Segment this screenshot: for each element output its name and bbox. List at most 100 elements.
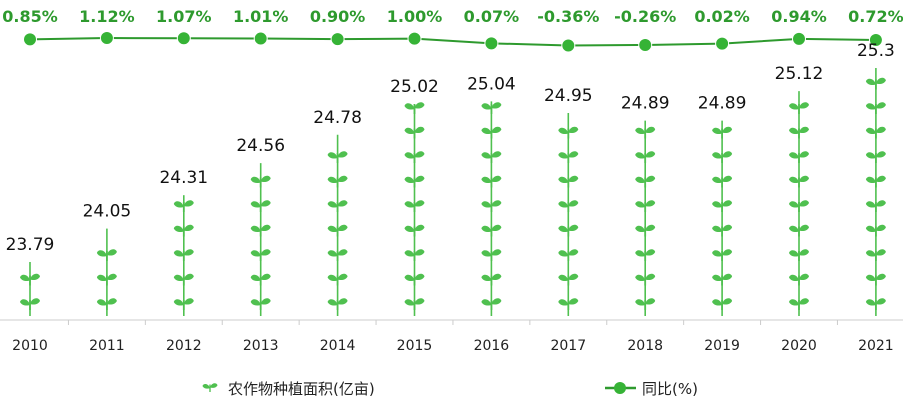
sprout-icon (326, 223, 349, 238)
sprout-icon (557, 125, 580, 140)
sprout-icon (634, 174, 657, 189)
sprout-icon (865, 199, 887, 213)
x-tick-label: 2011 (89, 338, 125, 354)
sprout-icon (403, 174, 426, 189)
sprout-icon (403, 297, 426, 311)
yoy-point (868, 33, 883, 48)
sprout-icon (480, 199, 503, 213)
sprout-icon (172, 223, 195, 238)
legend-label-area: 农作物种植面积(亿亩) (228, 380, 375, 398)
sprout-icon (711, 199, 733, 213)
yoy-point (99, 31, 114, 45)
bar-2012 (172, 195, 195, 316)
x-tick-label: 2015 (397, 338, 433, 354)
sprout-icon (249, 248, 272, 262)
yoy-value-label: 0.90% (310, 7, 366, 26)
sprout-icon (711, 174, 733, 189)
sprout-icon (865, 125, 887, 140)
sprout-icon (403, 199, 426, 213)
sprout-icon (865, 223, 887, 238)
bar-2014 (326, 134, 349, 316)
legend: 农作物种植面积(亿亩) 同比(%) (201, 380, 698, 398)
yoy-point (484, 36, 499, 51)
sprout-icon (480, 150, 503, 164)
sprout-icon (326, 150, 349, 164)
sprout-icon (788, 248, 810, 262)
yoy-value-label: 0.85% (2, 7, 58, 26)
sprout-icon (788, 272, 810, 287)
x-tick-label: 2021 (858, 338, 894, 354)
sprout-icon (634, 150, 657, 164)
sprout-icon (711, 248, 733, 262)
sprout-icon (480, 297, 503, 311)
x-tick-label: 2013 (243, 338, 279, 354)
legend-marker-icon (614, 382, 626, 394)
sprout-icon (634, 125, 657, 140)
yoy-value-label: 1.00% (387, 7, 443, 26)
sprout-icon (480, 248, 503, 262)
bar-value-label: 23.79 (6, 235, 55, 255)
legend-label-yoy: 同比(%) (642, 380, 698, 398)
bar-value-label: 24.31 (159, 168, 208, 188)
yoy-point (792, 31, 806, 46)
sprout-icon (96, 248, 118, 262)
bar-2017 (557, 112, 580, 316)
yoy-value-label: 1.07% (156, 7, 212, 26)
yoy-point (23, 32, 37, 47)
sprout-icon (711, 223, 733, 238)
bar-2020 (788, 91, 810, 316)
sprout-icon (557, 272, 580, 287)
x-tick-label: 2017 (550, 338, 586, 354)
sprout-icon (403, 272, 426, 287)
sprout-icon (172, 297, 195, 311)
sprout-icon (557, 174, 580, 189)
legend-item-area: 农作物种植面积(亿亩) (201, 380, 375, 398)
yoy-point (330, 32, 345, 47)
x-axis: 2010 2011 2012 2013 2014 2015 2016 2017 2018 2019… (0, 319, 903, 354)
bar-value-label: 24.05 (83, 202, 132, 222)
bar-2019 (711, 120, 733, 316)
yoy-value-label: 1.12% (79, 7, 135, 26)
line-layer (23, 31, 883, 53)
sprout-icon (326, 248, 349, 262)
sprout-icon (865, 150, 887, 164)
sprout-icon (201, 382, 219, 393)
sprout-icon (403, 101, 426, 115)
sprout-icon (403, 248, 426, 262)
bar-value-label: 24.89 (698, 94, 747, 114)
sprout-icon (634, 223, 657, 238)
yoy-point (561, 38, 576, 53)
sprout-icon (403, 125, 426, 140)
yoy-value-label: 1.01% (233, 7, 289, 26)
bar-2013 (249, 163, 272, 316)
sprout-icon (865, 76, 887, 91)
sprout-icon (480, 174, 503, 189)
sprout-icon (788, 101, 810, 115)
bar-2010 (19, 262, 41, 316)
sprout-icon (711, 297, 733, 311)
yoy-value-label: -0.36% (537, 7, 599, 26)
labels-layer: 23.79 0.85% 24.05 1.12% 24.31 1.07% 24.56 1.01%… (2, 7, 903, 255)
sprout-icon (865, 272, 887, 287)
sprout-icon (865, 248, 887, 262)
bars-layer (19, 68, 887, 316)
sprout-icon (403, 150, 426, 164)
sprout-icon (326, 174, 349, 189)
sprout-icon (249, 199, 272, 213)
x-tick-label: 2014 (320, 338, 356, 354)
x-tick-label: 2016 (474, 338, 510, 354)
sprout-icon (96, 297, 118, 311)
bar-value-label: 25.12 (775, 64, 824, 84)
x-tick-label: 2012 (166, 338, 202, 354)
bar-2011 (96, 228, 118, 316)
yoy-line (29, 36, 876, 47)
sprout-icon (634, 248, 657, 262)
sprout-icon (326, 297, 349, 311)
bar-2015 (403, 101, 426, 316)
sprout-icon (788, 125, 810, 140)
yoy-value-label: 0.02% (694, 7, 750, 26)
bar-value-label: 24.89 (621, 94, 670, 114)
sprout-icon (634, 199, 657, 213)
sprout-icon (249, 297, 272, 311)
